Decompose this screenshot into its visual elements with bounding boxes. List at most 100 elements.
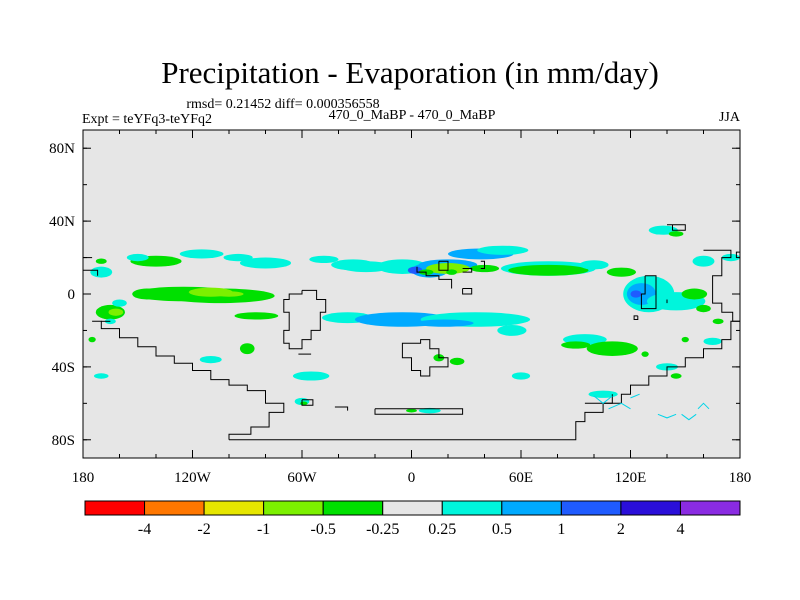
contour-region-64 — [588, 390, 618, 398]
contour-region-34 — [497, 324, 527, 336]
coastline-segment-3 — [229, 320, 740, 441]
y-tick-label-4: 80S — [52, 433, 75, 449]
axis-ticks: 180 120W 60W 0 60E 120E 180 80N 40N 0 40S 80S — [49, 130, 751, 486]
contour-region-46 — [696, 304, 711, 313]
coastline-segment-7 — [374, 408, 464, 415]
x-tick-label-0: 180 — [72, 470, 95, 486]
colorbar-label-3: -0.5 — [311, 521, 336, 538]
colorbar-box-0 — [84, 500, 146, 516]
contour-region-8 — [309, 255, 339, 264]
contour-region-61 — [300, 401, 308, 406]
contour-region-59 — [88, 336, 96, 343]
y-tick-label-1: 40N — [49, 214, 75, 230]
coastline-segment-11 — [480, 260, 485, 269]
contour-region-41 — [630, 290, 642, 298]
coastline-segment-13 — [640, 275, 657, 310]
contour-region-52 — [239, 343, 255, 355]
colorbar-box-3 — [263, 500, 324, 516]
contour-region-19 — [340, 261, 392, 273]
coastlines — [83, 224, 740, 441]
coastline-segment-4 — [401, 339, 449, 377]
coastline-segment-8 — [416, 266, 453, 289]
colorbar-box-8 — [560, 500, 622, 516]
coastline-segment-20 — [83, 269, 99, 276]
contour-region-36 — [508, 264, 589, 276]
y-tick-label-2: 0 — [68, 287, 76, 303]
coastline-segment-0 — [92, 320, 285, 440]
coastline-segment-17 — [703, 249, 740, 322]
contour-region-54 — [292, 371, 330, 381]
contour-region-57 — [511, 372, 531, 380]
contour-region-68 — [712, 318, 724, 325]
contour-region-13 — [214, 291, 244, 297]
x-tick-label-4: 60E — [509, 470, 533, 486]
x-tick-label-5: 120E — [615, 470, 647, 486]
season-label: JJA — [719, 110, 741, 125]
contour-region-69 — [681, 336, 689, 343]
y-tick-label-3: 40S — [52, 360, 75, 376]
colorbar: -4 -2 -1 -0.5 -0.25 0.25 0.5 1 2 4 — [84, 500, 741, 538]
x-tick-label-6: 180 — [729, 470, 752, 486]
coastline-segment-6 — [334, 406, 349, 411]
contour-region-70 — [641, 351, 649, 357]
contour-region-43 — [681, 288, 708, 300]
colorbar-label-1: -2 — [197, 521, 210, 538]
chart-title: Precipitation - Evaporation (in mm/day) — [161, 55, 659, 90]
colorbar-label-5: 0.25 — [428, 521, 456, 538]
colorbar-label-6: 0.5 — [492, 521, 512, 538]
contour-region-4 — [126, 253, 149, 262]
colorbar-box-10 — [679, 500, 741, 516]
coastline-segment-22 — [584, 394, 613, 404]
experiment-label: Expt = teYFq3-teYFq2 — [82, 112, 212, 127]
contour-region-7 — [239, 257, 292, 269]
contour-region-16 — [112, 299, 127, 307]
contour-region-15 — [108, 308, 124, 316]
ice-edge-mark-5 — [630, 393, 640, 399]
contour-region-50 — [586, 341, 638, 356]
contour-region-38 — [606, 267, 636, 277]
ice-edge-mark-3 — [681, 413, 697, 421]
colorbar-box-9 — [620, 500, 681, 516]
colorbar-box-2 — [203, 500, 265, 516]
colorbar-box-5 — [382, 500, 443, 516]
colorbar-label-9: 4 — [676, 521, 684, 538]
colorbar-label-2: -1 — [257, 521, 270, 538]
x-tick-label-2: 60W — [287, 470, 317, 486]
colorbar-box-7 — [501, 500, 562, 516]
ice-edge-mark-0 — [593, 395, 613, 404]
colorbar-label-4: -0.25 — [366, 521, 399, 538]
coastline-segment-14 — [633, 315, 639, 320]
contour-region-63 — [406, 408, 417, 413]
contour-region-18 — [234, 312, 279, 320]
colorbar-box-6 — [441, 500, 503, 516]
contour-region-66 — [670, 373, 682, 379]
contour-region-33 — [415, 319, 474, 327]
colorbar-label-0: -4 — [138, 521, 151, 538]
contour-region-56 — [449, 357, 465, 366]
colorbar-label-7: 1 — [557, 521, 565, 538]
coastline-segment-1 — [283, 289, 327, 350]
coastline-segment-16 — [667, 224, 686, 231]
contour-region-6 — [223, 253, 253, 262]
contour-region-53 — [199, 355, 222, 364]
coastline-segment-10 — [462, 268, 473, 273]
contour-region-48 — [668, 231, 684, 237]
contour-region-25 — [477, 245, 529, 255]
contour-region-1 — [95, 258, 107, 264]
contour-region-5 — [179, 249, 224, 259]
anomaly-contours — [88, 225, 740, 414]
colorbar-box-1 — [144, 500, 205, 516]
coastline-segment-9 — [438, 260, 449, 271]
contour-region-44 — [692, 255, 715, 267]
stats-text: rmsd= 0.21452 diff= 0.000356558 — [186, 97, 379, 112]
coastline-segment-18 — [735, 251, 740, 258]
contour-region-28 — [446, 269, 458, 275]
y-tick-label-0: 80N — [49, 141, 75, 157]
ice-edge-mark-1 — [608, 402, 631, 410]
colorbar-label-8: 2 — [617, 521, 625, 538]
ice-edge-mark-2 — [657, 413, 677, 419]
ice-edge-mark-4 — [697, 402, 710, 410]
colorbar-box-4 — [322, 500, 384, 516]
contour-region-58 — [93, 373, 109, 379]
